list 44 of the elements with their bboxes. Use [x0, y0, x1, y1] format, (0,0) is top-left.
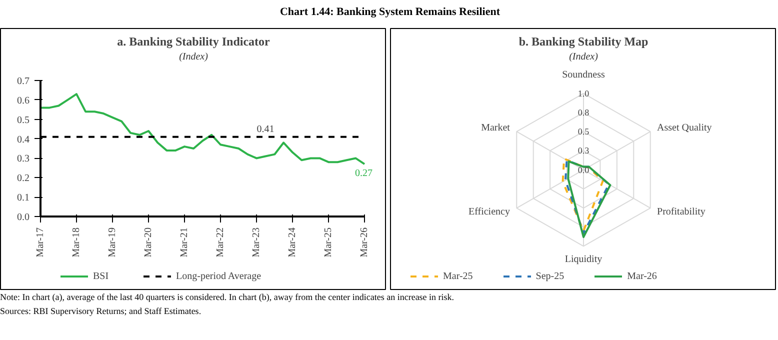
- x-tick-label: Mar-19: [106, 227, 118, 258]
- y-tick-label: 0.4: [17, 134, 30, 146]
- x-tick-label: Mar-25: [323, 227, 334, 258]
- x-tick-label: Mar-17: [35, 227, 46, 258]
- y-tick-label: 0.5: [578, 126, 590, 137]
- x-tick-label: Mar-18: [70, 227, 82, 258]
- y-tick-label: 0.8: [578, 108, 590, 118]
- chart-title: a. Banking Stability Indicator: [117, 34, 271, 48]
- annotation: 0.41: [256, 124, 274, 135]
- x-tick-label: Mar-24: [287, 227, 298, 258]
- x-tick-label: Mar-23: [250, 227, 262, 258]
- y-tick-label: 0.6: [17, 95, 30, 106]
- chart-subtitle: (Index): [569, 52, 599, 62]
- chart-title: b. Banking Stability Map: [518, 34, 649, 48]
- y-tick-label: 0.5: [17, 114, 30, 126]
- line-series: [40, 93, 366, 166]
- legend-label: Long-period Average: [176, 270, 262, 282]
- chart-subtitle: (Index): [179, 52, 209, 62]
- y-tick-label: 0.0: [578, 164, 590, 175]
- spoke-label: Liquidity: [564, 254, 602, 265]
- text: Note: In chart (a), average of the last 40 quarters is considered. In chart (b), away from the center indicates an increase in risk.: [0, 292, 454, 303]
- legend-label: Mar-25: [443, 270, 473, 282]
- legend-label: Sep-25: [536, 270, 564, 282]
- y-tick-label: 0.3: [578, 146, 590, 156]
- spoke-label: Market: [481, 122, 510, 134]
- x-tick-label: Mar-26: [359, 227, 370, 258]
- x-tick-label: Mar-21: [179, 227, 190, 258]
- x-tick-label: Mar-20: [143, 227, 154, 258]
- spoke-label: Soundness: [562, 69, 605, 80]
- data-label: 0.27: [355, 168, 372, 180]
- legend-label: Mar-26: [627, 270, 657, 282]
- y-tick-label: 0.0: [17, 212, 30, 223]
- y-tick-label: 0.1: [17, 192, 30, 204]
- spoke-label: Profitability: [657, 206, 706, 218]
- spoke-label: Asset Quality: [657, 122, 712, 134]
- legend-label: BSI: [93, 270, 110, 282]
- y-tick-label: 1.0: [578, 88, 590, 98]
- spoke-label: Efficiency: [468, 206, 510, 218]
- y-tick-label: 0.3: [17, 154, 30, 165]
- source-note: Sources: RBI Supervisory Returns; and Staff Estimates.: [0, 306, 202, 317]
- x-tick-label: Mar-22: [214, 227, 226, 258]
- text: Chart 1.44: Banking System Remains Resilient: [280, 5, 500, 20]
- y-tick-label: 0.7: [17, 76, 30, 87]
- y-tick-label: 0.2: [17, 173, 30, 184]
